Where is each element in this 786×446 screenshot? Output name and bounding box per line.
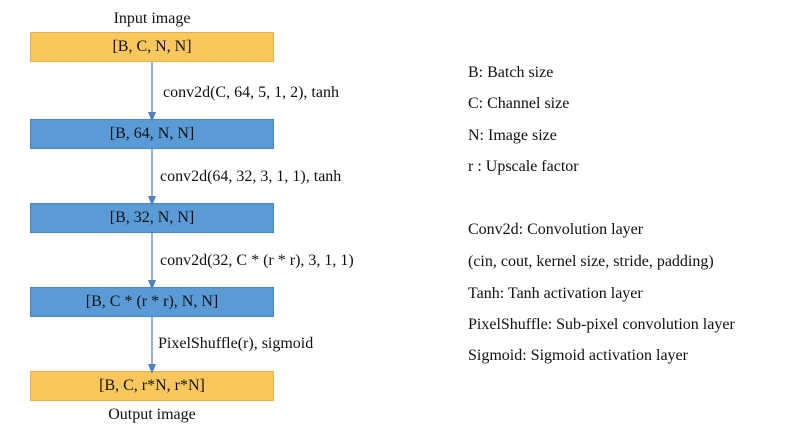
legend-tanh: Tanh: Tanh activation layer bbox=[468, 285, 643, 302]
legend-batch-size: B: Batch size bbox=[468, 64, 554, 81]
legend-image-size: N: Image size bbox=[468, 127, 557, 144]
input-tensor-label: [B, C, N, N] bbox=[112, 38, 192, 55]
legend-pixelshuffle: PixelShuffle: Sub-pixel convolution laye… bbox=[468, 316, 735, 333]
operation-label-conv3: conv2d(32, C * (r * r), 3, 1, 1) bbox=[160, 252, 354, 269]
conv1-output-label: [B, 64, N, N] bbox=[109, 125, 195, 142]
conv3-output-label: [B, C * (r * r), N, N] bbox=[85, 293, 219, 310]
output-image-caption: Output image bbox=[108, 406, 196, 423]
input-tensor-box: [B, C, N, N] bbox=[30, 32, 274, 62]
input-image-caption: Input image bbox=[113, 10, 191, 27]
output-tensor-label: [B, C, r*N, r*N] bbox=[99, 377, 205, 394]
legend-upscale-factor: r : Upscale factor bbox=[468, 158, 579, 175]
legend-channel-size: C: Channel size bbox=[468, 95, 570, 112]
legend-conv2d-params: (cin, cout, kernel size, stride, padding… bbox=[468, 253, 714, 270]
operation-label-pixelshuffle: PixelShuffle(r), sigmoid bbox=[158, 335, 314, 352]
conv1-output-box: [B, 64, N, N] bbox=[30, 119, 274, 149]
legend-conv2d: Conv2d: Convolution layer bbox=[468, 221, 644, 238]
legend-sigmoid: Sigmoid: Sigmoid activation layer bbox=[468, 347, 688, 364]
operation-label-conv1: conv2d(C, 64, 5, 1, 2), tanh bbox=[163, 84, 339, 101]
conv2-output-box: [B, 32, N, N] bbox=[30, 203, 274, 233]
operation-label-conv2: conv2d(64, 32, 3, 1, 1), tanh bbox=[160, 168, 342, 185]
conv2-output-label: [B, 32, N, N] bbox=[109, 209, 195, 226]
